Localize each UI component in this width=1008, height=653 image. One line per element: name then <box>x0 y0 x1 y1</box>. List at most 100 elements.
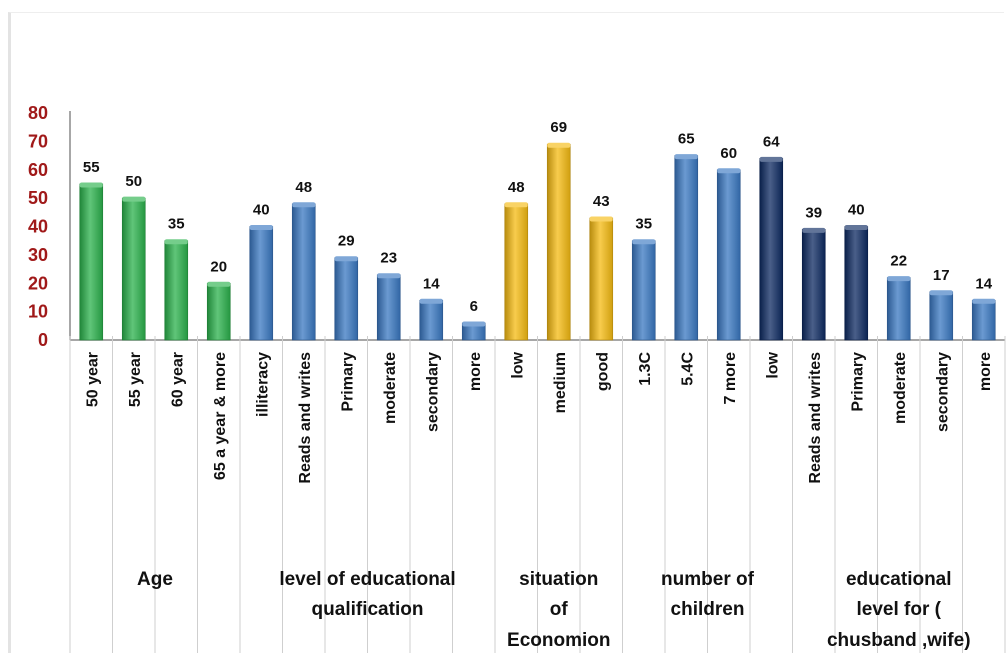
value-label: 20 <box>210 258 227 275</box>
category-label: moderate <box>892 352 909 424</box>
value-label: 43 <box>593 193 610 210</box>
category-label: 55 year <box>127 352 144 407</box>
bar-cap <box>79 182 103 188</box>
bar-cap <box>887 276 911 282</box>
bar <box>291 203 316 341</box>
bar <box>631 240 656 341</box>
category-label: more <box>977 352 994 391</box>
bar-cap <box>462 321 486 327</box>
bar <box>886 277 911 341</box>
value-label: 6 <box>470 298 478 315</box>
bar-cap <box>632 239 656 245</box>
bar-cap <box>717 168 741 174</box>
bar <box>121 197 146 341</box>
category-label: 65 a year & more <box>212 352 229 480</box>
value-label: 23 <box>380 250 397 267</box>
value-label: 22 <box>890 253 907 270</box>
bar-cap <box>207 281 231 287</box>
y-tick-label: 30 <box>28 245 48 265</box>
category-label: Primary <box>339 352 356 412</box>
bars <box>79 142 996 341</box>
chart-frame <box>8 12 1004 653</box>
group-label: situation <box>519 569 598 590</box>
bar <box>419 299 444 341</box>
bar <box>716 169 741 341</box>
bar-cap <box>122 196 146 202</box>
category-label: Reads and writes <box>297 352 314 484</box>
group-label: Economion <box>507 630 610 651</box>
value-label: 48 <box>295 179 312 196</box>
value-label: 55 <box>83 159 100 176</box>
bar <box>546 143 571 341</box>
value-label: 64 <box>763 133 780 150</box>
bar-cap <box>589 216 613 222</box>
bar <box>206 282 231 341</box>
value-label: 29 <box>338 233 355 250</box>
group-label: qualification <box>312 599 424 620</box>
bar-cap <box>377 273 401 279</box>
value-label: 35 <box>168 216 185 233</box>
bar-cap <box>334 256 358 262</box>
value-label: 40 <box>848 202 865 219</box>
category-label: secondary <box>424 352 441 432</box>
group-label: level of educational <box>279 569 455 590</box>
bar <box>79 183 104 341</box>
bar-cap <box>759 156 783 162</box>
value-label: 14 <box>423 275 440 292</box>
y-tick-label: 80 <box>28 103 48 123</box>
bar-cap <box>674 154 698 160</box>
bar <box>971 299 996 341</box>
bar <box>929 291 954 341</box>
group-label: number of <box>661 569 755 590</box>
bar-cap <box>164 239 188 245</box>
bar <box>249 226 274 341</box>
y-tick-label: 50 <box>28 188 48 208</box>
value-labels: 55 50 35 20 40 48 29 23 14 6 48 69 43 35 65 60 64 39 40 22 1… <box>83 119 993 315</box>
value-label: 17 <box>933 267 950 284</box>
category-label: secondary <box>934 352 951 432</box>
bar <box>334 257 359 341</box>
group-labels: Age level of educational qualification situ… <box>137 569 970 651</box>
y-tick-label: 0 <box>38 330 48 350</box>
category-label: moderate <box>382 352 399 424</box>
bar-cap <box>844 225 868 230</box>
bar <box>504 203 529 341</box>
category-label: 1.3C <box>637 352 654 386</box>
value-label: 35 <box>635 216 652 233</box>
group-label: Age <box>137 569 173 590</box>
group-label: level for ( <box>857 599 942 620</box>
bar <box>589 217 614 341</box>
group-label: of <box>550 599 569 620</box>
value-label: 39 <box>805 204 822 221</box>
group-label: educational <box>846 569 952 590</box>
value-label: 65 <box>678 131 695 148</box>
y-tick-label: 10 <box>28 302 48 322</box>
category-label: 5.4C <box>679 352 696 386</box>
category-label: more <box>467 352 484 391</box>
y-tick-label: 60 <box>28 160 48 180</box>
category-label: 60 year <box>169 352 186 407</box>
bar <box>674 155 699 341</box>
category-label: good <box>594 352 611 391</box>
bar-cap <box>249 225 273 230</box>
category-label: low <box>764 351 781 378</box>
category-label: illiteracy <box>254 352 271 417</box>
category-separators <box>69 336 1006 653</box>
bar-cap <box>972 298 996 304</box>
category-label: 50 year <box>84 352 101 407</box>
value-label: 40 <box>253 202 270 219</box>
value-label: 60 <box>720 145 737 162</box>
bar-cap <box>802 227 826 233</box>
bar-cap <box>419 298 443 304</box>
y-tick-label: 70 <box>28 131 48 151</box>
value-label: 69 <box>550 119 567 136</box>
bar <box>844 226 869 341</box>
bar-cap <box>929 290 953 296</box>
bar <box>164 240 189 341</box>
category-label: Reads and writes <box>807 352 824 484</box>
category-label: medium <box>552 352 569 413</box>
category-label: 7 more <box>722 352 739 405</box>
bar <box>801 229 826 341</box>
y-tick-label: 40 <box>28 217 48 237</box>
